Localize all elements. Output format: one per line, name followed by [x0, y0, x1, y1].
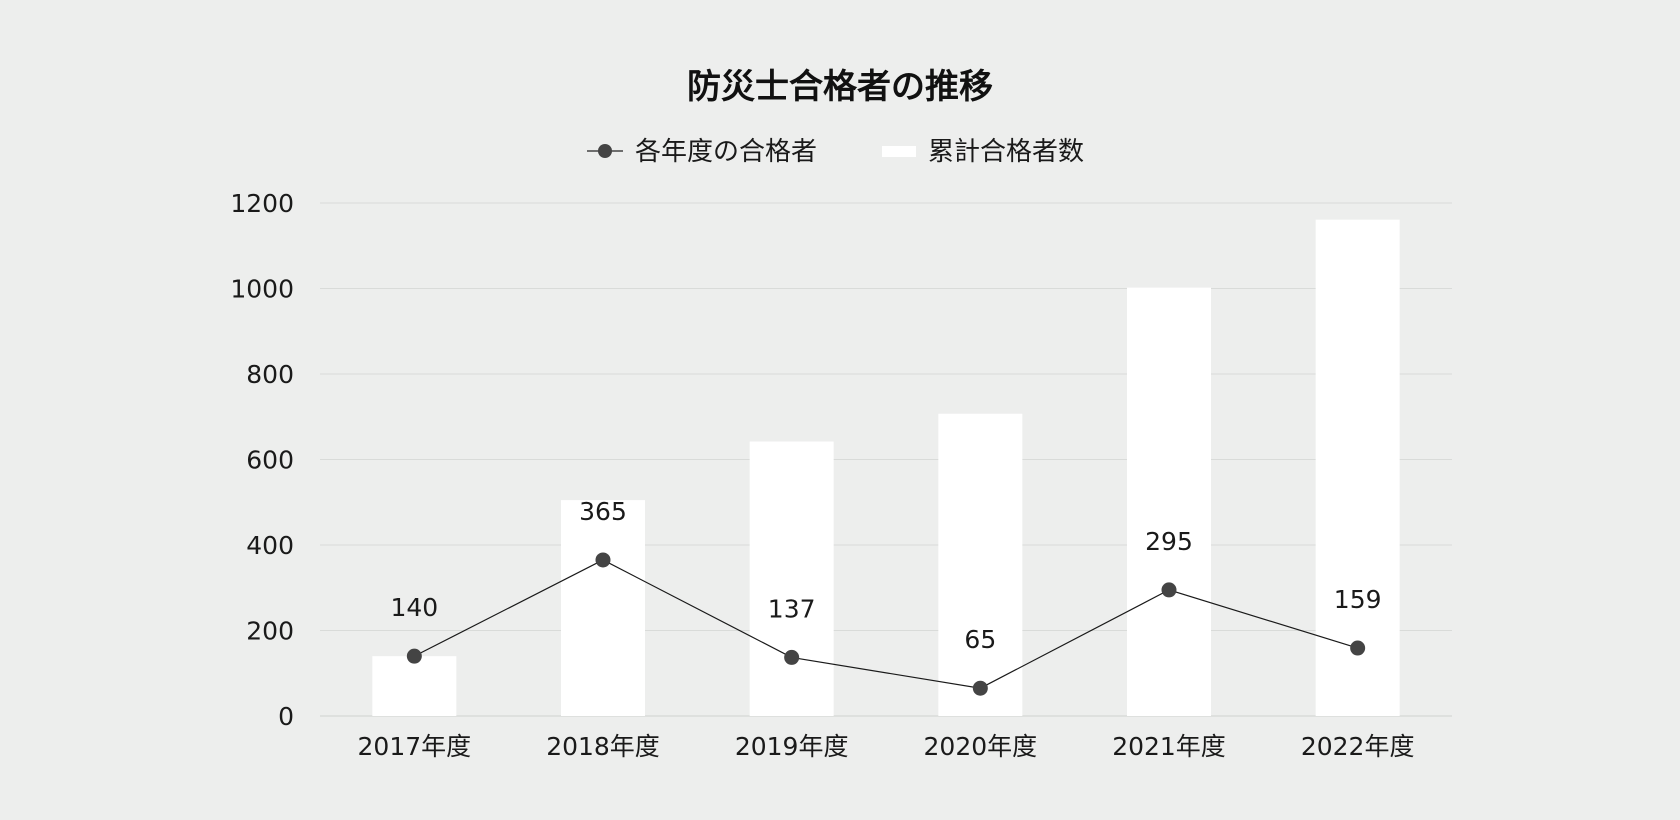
x-tick-label: 2022年度: [1301, 732, 1415, 761]
bars: [372, 219, 1400, 717]
y-tick-label: 600: [246, 446, 294, 475]
data-label: 159: [1334, 585, 1382, 614]
x-axis: 2017年度 2018年度 2019年度 2020年度 2021年度 2022年度: [358, 732, 1415, 761]
y-tick-label: 1200: [230, 189, 294, 218]
x-tick-label: 2017年度: [358, 732, 472, 761]
legend-item-bar: 累計合格者数: [882, 137, 1084, 167]
y-axis: 0 200 400 600 800 1000 1200: [230, 189, 294, 731]
y-tick-label: 200: [246, 617, 294, 646]
x-tick-label: 2019年度: [735, 732, 849, 761]
gridlines: [320, 202, 1452, 717]
data-point: [784, 649, 800, 665]
data-label: 365: [579, 497, 627, 526]
series-line: [414, 559, 1358, 689]
data-label: 295: [1145, 527, 1193, 556]
line-series: 140 365 137 65 295 159: [390, 497, 1382, 696]
data-point: [1161, 582, 1177, 598]
data-label: 140: [390, 593, 438, 622]
data-label: 65: [964, 625, 996, 654]
x-tick-label: 2018年度: [546, 732, 660, 761]
legend-item-line: 各年度の合格者: [587, 137, 817, 167]
bar-2019年度: [749, 441, 834, 716]
x-tick-label: 2021年度: [1112, 732, 1226, 761]
data-label: 137: [768, 594, 816, 623]
y-tick-label: 400: [246, 531, 294, 560]
bar-2021年度: [1127, 287, 1211, 716]
bar-2018年度: [561, 500, 645, 716]
x-tick-label: 2020年度: [924, 732, 1038, 761]
legend-label-line: 各年度の合格者: [635, 137, 817, 167]
bar-2022年度: [1315, 219, 1400, 717]
data-point: [1350, 640, 1366, 656]
data-point: [595, 552, 611, 568]
bar-2017年度: [372, 656, 457, 716]
data-point: [406, 648, 422, 664]
legend-dot-marker: [598, 144, 612, 158]
data-point: [972, 680, 988, 696]
bar-2020年度: [938, 413, 1023, 716]
chart-title: 防災士合格者の推移: [687, 67, 993, 107]
legend: 各年度の合格者 累計合格者数: [587, 137, 1084, 167]
legend-bar-swatch: [882, 146, 916, 157]
y-tick-label: 0: [278, 702, 294, 731]
legend-label-bar: 累計合格者数: [928, 137, 1084, 167]
y-tick-label: 800: [246, 360, 294, 389]
y-tick-label: 1000: [230, 275, 294, 304]
